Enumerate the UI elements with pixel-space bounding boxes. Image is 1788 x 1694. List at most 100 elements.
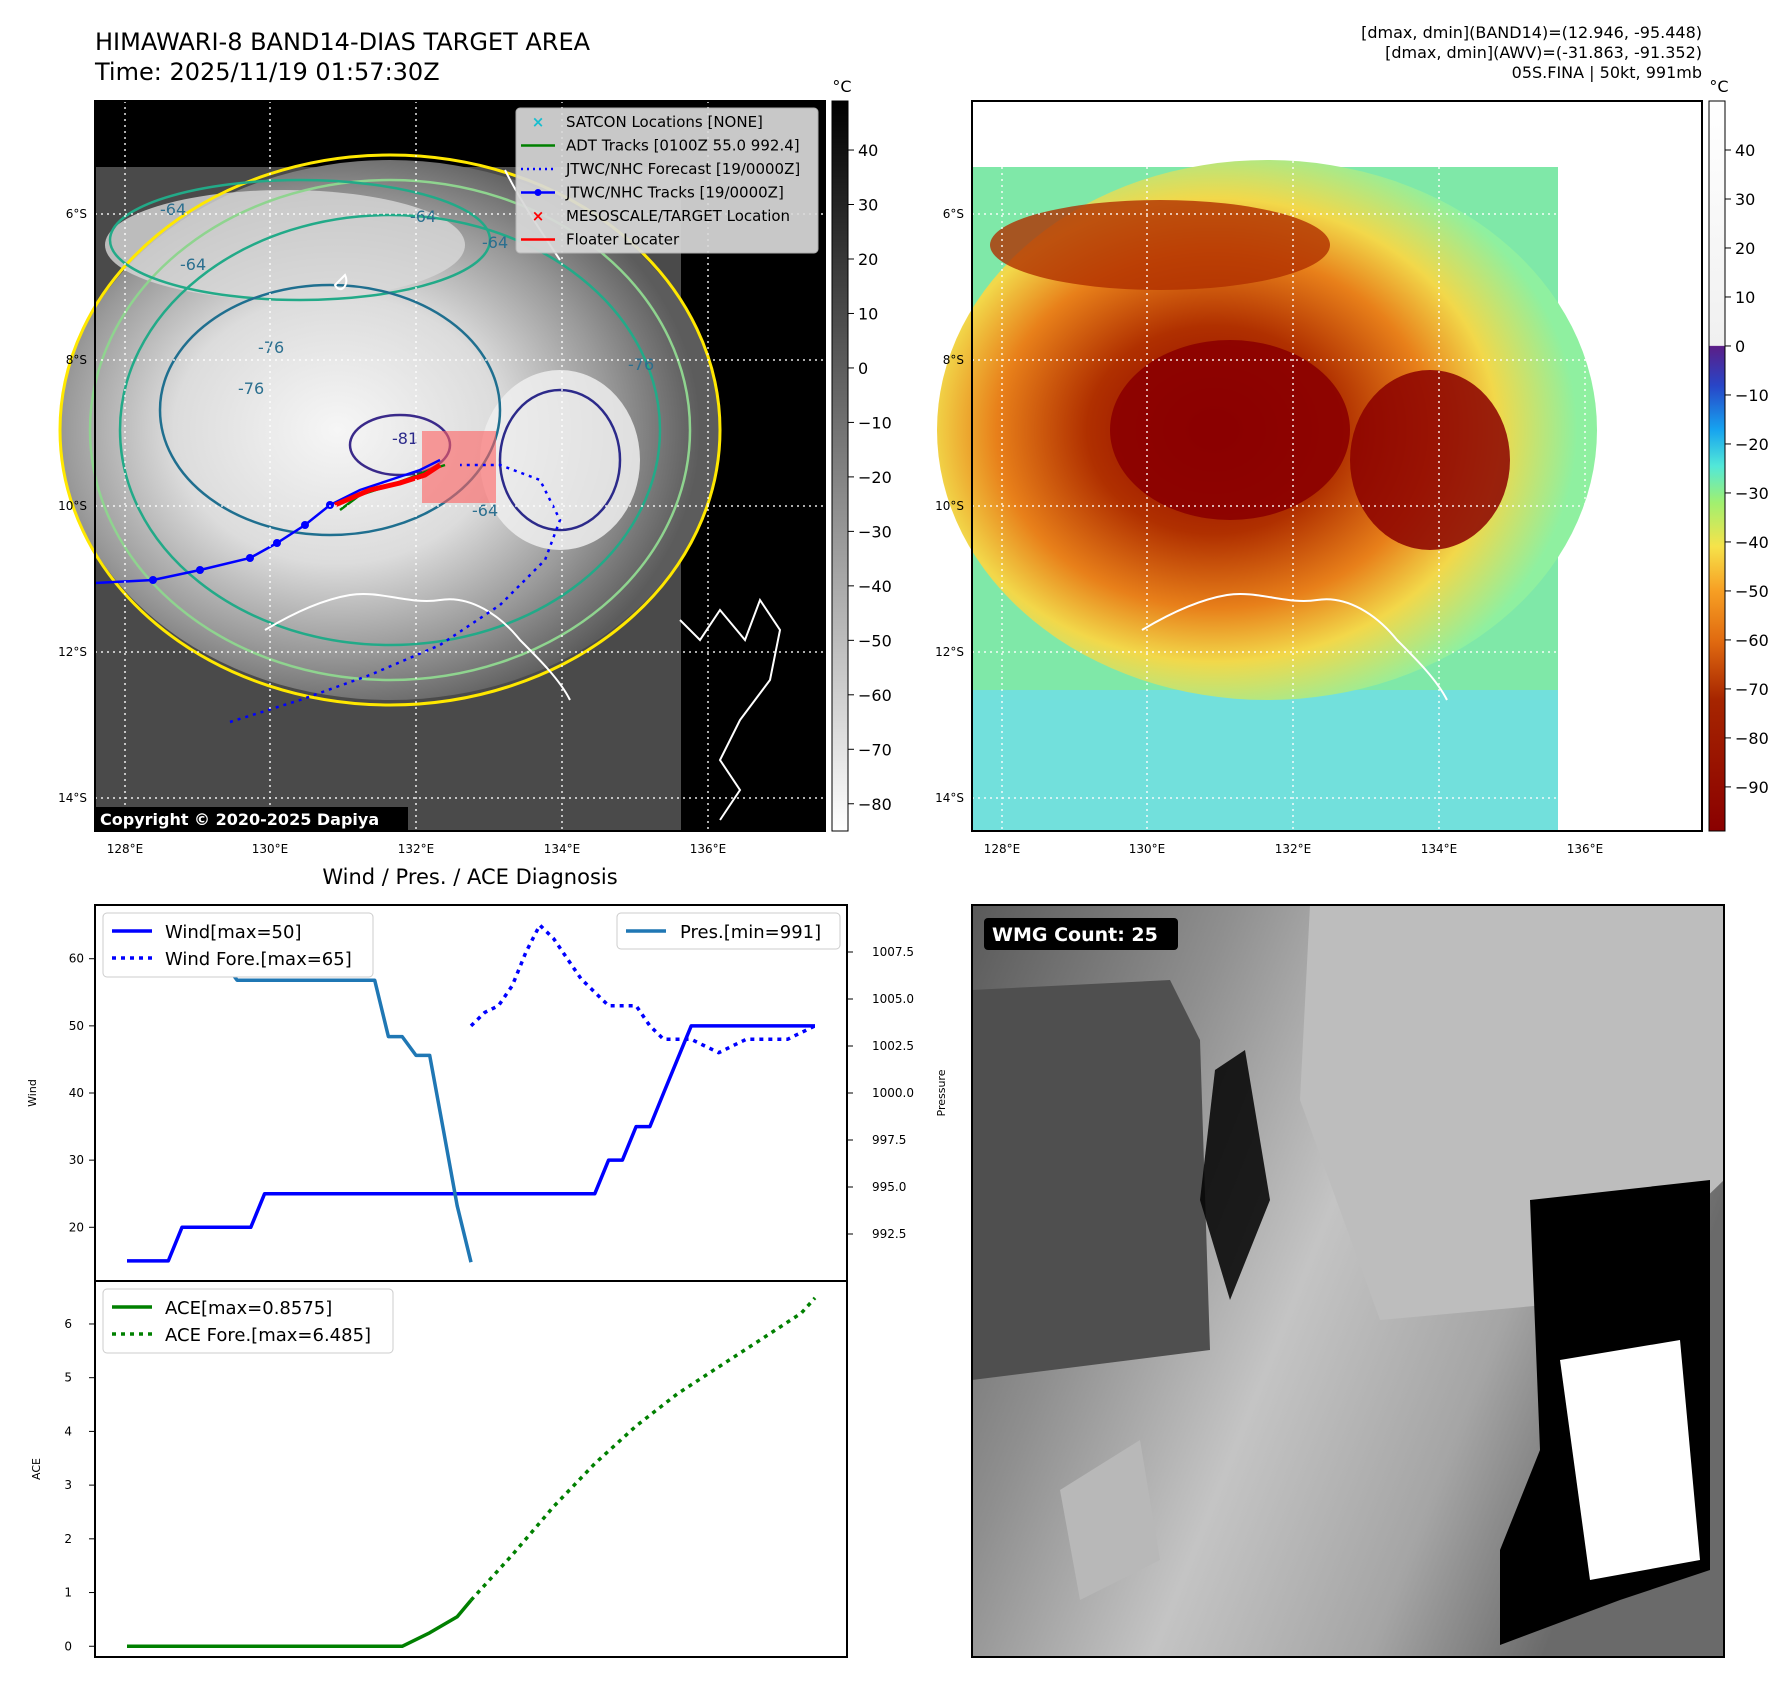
ace-chart: ACE 0 1 2 3 4 5 6 ACE[max=0.8575] ACE Fore.[ma… [30,1280,848,1658]
pressure-ytick-label: 1007.5 [872,945,914,959]
copyright-text: Copyright © 2020-2025 Dapiya [100,810,379,829]
contour-yellow [58,153,722,707]
contour-label: -64 [410,207,436,226]
wmg-dark-region-west [972,980,1210,1380]
contour-indigo-east [498,388,622,532]
color-cloud-cell [1350,370,1510,550]
color-map-panel: 128°E 130°E 132°E 134°E 136°E 6°S 8°S 10°S 12°S… [935,100,1703,856]
pressure-legend-box [616,912,841,950]
colorbar-tick-label: 40 [858,141,878,160]
lon-tick-label: 132°E [398,842,435,856]
colorbar-tick-label: −40 [858,577,892,596]
ace-ytick-label: 3 [64,1478,72,1492]
wind-legend-box [102,912,374,978]
wind-legend: Wind[max=50] Wind Fore.[max=65] [102,912,374,978]
color-coastline [1141,593,1448,701]
pressure-ytick-label: 992.5 [872,1227,906,1241]
color-cloud-core [1110,340,1350,520]
pressure-ytick-label: 1000.0 [872,1086,914,1100]
wind-legend-label: Wind[max=50] [165,922,302,943]
ace-ytick-label: 1 [64,1586,72,1600]
pressure-ytick-label: 997.5 [872,1133,906,1147]
colorbar-tick-label: −70 [858,740,892,759]
colorbar-tick-label: 10 [858,304,878,323]
pressure-ytick-label: 995.0 [872,1180,906,1194]
color-map-frame [971,100,1703,832]
pressure-legend-label: Pres.[min=991] [680,922,821,943]
series-line [469,1296,817,1602]
legend-box [515,107,819,254]
gray-colorbar: °C 40 30 20 10 0 −10 −20 −30 −40 −50 −60 −70 −80 [831,77,892,832]
legend-dot-marker [534,189,542,196]
wind-ytick-label: 30 [69,1153,84,1167]
series-line [127,1599,473,1649]
stats-line-1: [dmax, dmin](BAND14)=(12.946, -95.448) [1361,23,1702,42]
colorbar-tick-label: −10 [1735,386,1769,405]
legend-item-label: MESOSCALE/TARGET Location [566,207,790,225]
colorbar-tick-label: 40 [1735,141,1755,160]
colorbar-tick-label: −60 [858,686,892,705]
ace-ytick-label: 2 [64,1532,72,1546]
contour-lightgreen [88,178,692,682]
ace-ytick-label: 5 [64,1371,72,1385]
wind-forecast-legend-label: Wind Fore.[max=65] [165,949,352,970]
ace-legend-label: ACE[max=0.8575] [165,1298,332,1319]
lat-tick-label: 14°S [58,791,87,805]
map-legend: × SATCON Locations [NONE] ADT Tracks [0100… [515,107,819,254]
lat-tick-label: 10°S [58,499,87,513]
lat-tick-label: 12°S [935,645,964,659]
colorbar-tick-label: −90 [1735,778,1769,797]
wmg-panel: WMG Count: 25 [971,904,1725,1658]
wind-ytick-label: 40 [69,1086,84,1100]
legend-item-label: Floater Locater [566,231,680,249]
colorbar-tick-label: 30 [1735,190,1755,209]
colorbar-tick-label: −50 [858,631,892,650]
color-colorbar-bar [1708,100,1726,832]
colorbar-tick-label: −20 [1735,435,1769,454]
wind-pressure-chart: Wind Pressure 20 30 40 50 60 992.5 995.0 997.5… [26,904,948,1282]
series-line [127,1024,815,1263]
contour-label: -76 [628,355,654,374]
colorbar-tick-label: −40 [1735,533,1769,552]
wmg-eyewall-band [1200,1050,1270,1300]
wmg-frame [971,904,1725,1658]
contour-label: -76 [258,338,284,357]
figure-title: HIMAWARI-8 BAND14-DIAS TARGET AREA [95,28,591,56]
pressure-ytick-label: 1002.5 [872,1039,914,1053]
wind-ylabel: Wind [26,1079,39,1107]
pressure-ytick-label: 1005.0 [872,992,914,1006]
wmg-light-patch [1060,1440,1160,1600]
wmg-count-label: WMG Count: 25 [992,924,1158,946]
pressure-ylabel: Pressure [935,1069,948,1116]
contour-label: -76 [238,379,264,398]
contour-label: -64 [472,501,498,520]
lat-tick-label: 14°S [935,791,964,805]
wind-ytick-label: 50 [69,1019,84,1033]
ir-cloud-cell [480,370,640,550]
colorbar-tick-label: −60 [1735,631,1769,650]
coastline-east [679,597,782,821]
ace-legend-box [102,1288,394,1354]
lon-tick-label: 128°E [984,842,1021,856]
color-colorbar: °C 40 30 20 10 0 −10 −20 −30 −40 −50 −60 −70 −80 −90 [1708,77,1769,832]
colorbar-tick-label: −80 [1735,729,1769,748]
lon-tick-label: 136°E [1567,842,1604,856]
wmg-white-region [1560,1340,1700,1580]
ace-ylabel: ACE [30,1458,43,1480]
contour-label: -64 [160,200,186,219]
ace-ytick-label: 4 [64,1424,72,1438]
colorbar-tick-label: 30 [858,196,878,215]
ir-cloud-band [105,190,465,300]
lon-tick-label: 136°E [690,842,727,856]
legend-marker-x: × [532,207,545,225]
ir-map-panel: -64 -64 -64 -64 -76 -76 -81 -64 -76 [58,100,826,856]
lon-tick-label: 134°E [544,842,581,856]
contour-teal-north [108,178,492,302]
lon-tick-label: 134°E [1421,842,1458,856]
contour-teal [118,213,662,647]
gray-colorbar-bar [831,100,849,832]
copyright-background [95,807,408,831]
colorbar-tick-label: 20 [1735,239,1755,258]
